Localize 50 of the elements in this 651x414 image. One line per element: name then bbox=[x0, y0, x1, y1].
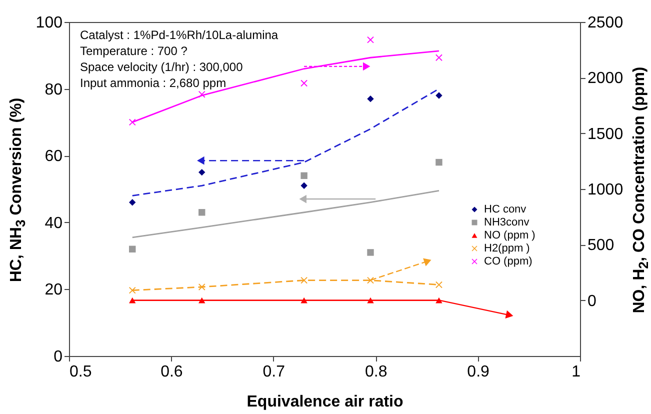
x-tick-label: 0.9 bbox=[467, 364, 490, 380]
point bbox=[129, 199, 136, 206]
y-tick-label: 40 bbox=[44, 214, 63, 232]
annotation: Input ammonia : 2,680 ppm bbox=[80, 75, 228, 91]
legend-label: NH3conv bbox=[484, 216, 530, 228]
x-tick-label: 0.5 bbox=[70, 364, 92, 380]
point bbox=[198, 168, 206, 176]
annotation: Space velocity (1/hr) : 300,000 bbox=[80, 59, 244, 75]
point bbox=[129, 286, 136, 294]
point bbox=[300, 182, 308, 190]
annotation: Temperature : 700 ? bbox=[80, 43, 188, 59]
point bbox=[198, 209, 206, 216]
point bbox=[300, 297, 308, 304]
y2-tick-label: 0 bbox=[588, 292, 596, 310]
y-tick-label: 80 bbox=[44, 81, 63, 98]
legend-label: H2(ppm ) bbox=[484, 242, 530, 254]
point bbox=[129, 297, 136, 304]
line-series bbox=[132, 88, 440, 196]
x-axis-title: Equivalence air ratio bbox=[246, 394, 404, 410]
point bbox=[436, 92, 442, 99]
y-tick-label: 100 bbox=[36, 14, 63, 32]
legend-label: CO (ppm) bbox=[484, 256, 532, 268]
point bbox=[367, 297, 374, 304]
point bbox=[129, 118, 136, 126]
point bbox=[129, 246, 136, 252]
point bbox=[198, 284, 206, 290]
point bbox=[436, 158, 442, 166]
y-tick-label: 0 bbox=[54, 348, 63, 366]
point bbox=[300, 172, 308, 179]
point bbox=[300, 276, 308, 284]
point bbox=[367, 95, 374, 102]
x-tick-label: 0.8 bbox=[364, 364, 388, 380]
y2-tick-label: 1000 bbox=[588, 182, 624, 198]
y2-tick-label: 2500 bbox=[588, 14, 624, 32]
legend-label: HC conv bbox=[484, 204, 527, 216]
x-tick-label: 0.6 bbox=[160, 364, 183, 380]
y2-tick-label: 2000 bbox=[588, 70, 624, 88]
y-tick-label: 20 bbox=[44, 282, 63, 299]
x-tick-label: 0.7 bbox=[262, 364, 286, 380]
x-tick-label: 1 bbox=[572, 364, 581, 380]
point bbox=[367, 249, 374, 256]
line-series bbox=[132, 190, 440, 238]
y-tick-label: 60 bbox=[44, 148, 63, 166]
y2-tick-label: 1500 bbox=[588, 126, 624, 143]
annotation: Catalyst : 1%Pd-1%Rh/10La-alumina bbox=[80, 27, 278, 43]
point bbox=[436, 297, 442, 304]
point bbox=[198, 297, 206, 304]
y2-tick-label: 500 bbox=[588, 237, 614, 254]
legend-label: NO (ppm ) bbox=[484, 230, 536, 242]
point bbox=[436, 54, 442, 61]
